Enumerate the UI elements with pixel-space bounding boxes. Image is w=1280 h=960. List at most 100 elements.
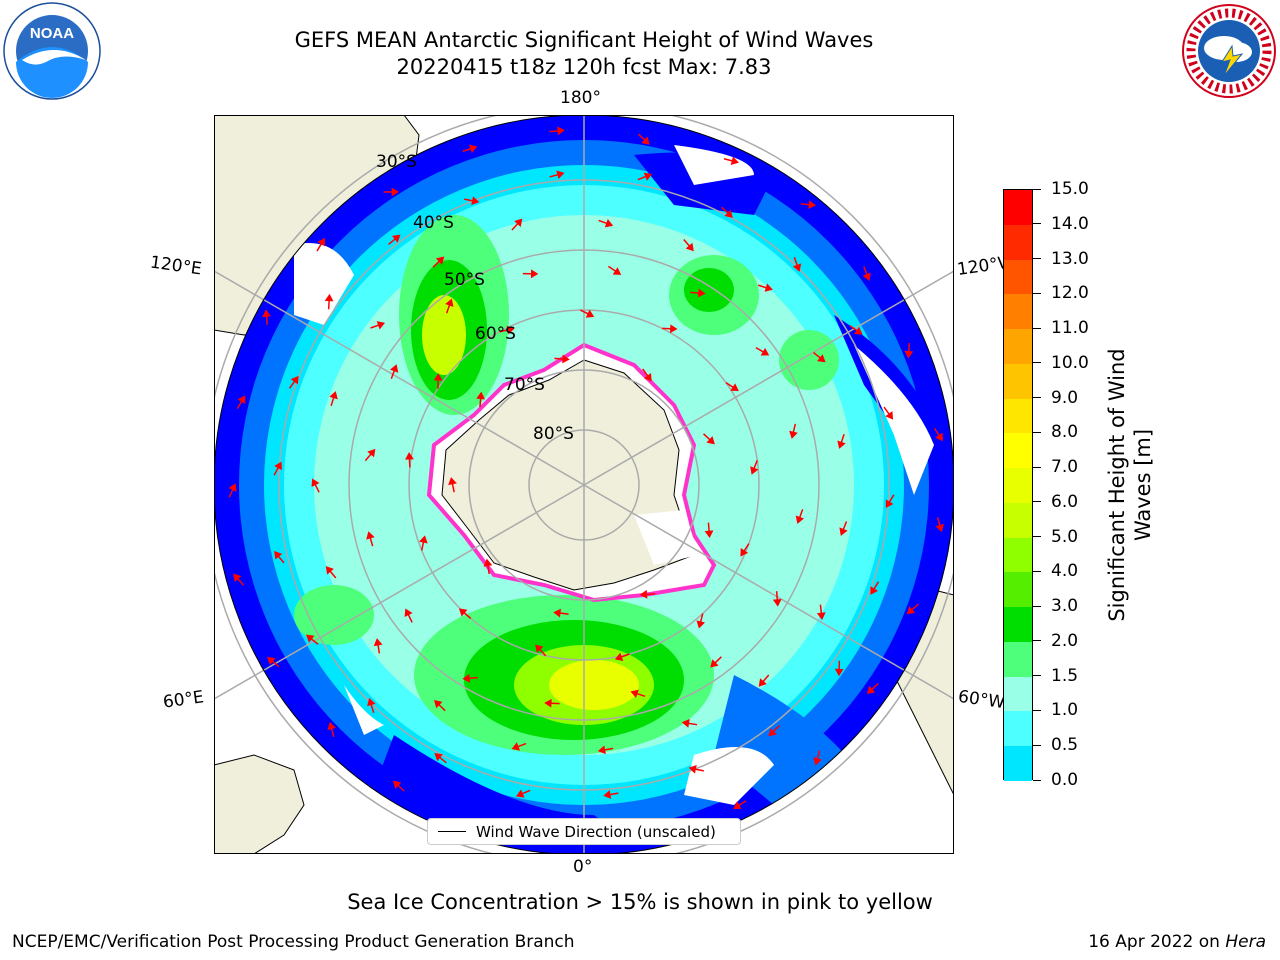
wave-arrow-head — [290, 375, 299, 385]
wave-arrow-head — [404, 608, 413, 618]
colorbar-tick-label: 7.0 — [1033, 459, 1078, 476]
colorbar-segment — [1004, 329, 1032, 365]
wave-arrow-head — [862, 272, 871, 281]
wave-arrow-head — [630, 689, 639, 698]
wave-arrow-head — [816, 612, 826, 621]
wave-arrow-head — [758, 678, 767, 687]
lat-label-80s: 80°S — [533, 424, 574, 444]
wave-arrow-head — [262, 309, 271, 318]
lon-label-120e: 120°E — [148, 252, 203, 280]
colorbar-tick-label: 2.0 — [1033, 632, 1078, 650]
legend-line-icon — [438, 831, 466, 832]
wave-arrow-head — [557, 126, 565, 136]
wave-direction-arrows — [228, 126, 945, 845]
footer-credit: NCEP/EMC/Verification Post Processing Pr… — [12, 932, 575, 952]
chart-subtitle: 20220415 t18z 120h fcst Max: 7.83 — [396, 55, 772, 79]
wave-arrow-head — [448, 477, 457, 486]
wave-arrow-head — [935, 523, 945, 533]
wave-arrow-head — [556, 170, 565, 180]
wave-arrow-head — [373, 638, 383, 647]
map-panel — [214, 115, 954, 854]
wave-arrow-head — [904, 350, 914, 359]
colorbar-tick-label: 10.0 — [1033, 354, 1089, 372]
wave-arrow-head — [643, 172, 653, 181]
colorbar-segment — [1004, 363, 1032, 400]
wave-arrow-head — [935, 432, 943, 442]
wave-arrow-head — [681, 719, 690, 728]
colorbar-tick-label: 9.0 — [1033, 389, 1078, 407]
wave-arrow-head — [870, 586, 879, 595]
wave-arrow-head — [267, 656, 276, 665]
colorbar-segment — [1004, 294, 1032, 330]
wave-arrow-head — [405, 452, 414, 460]
wave-arrow-head — [866, 685, 876, 695]
noaa-logo: NOAA — [2, 2, 102, 100]
graticule — [214, 115, 954, 854]
wave-arrow-head — [885, 411, 894, 420]
colorbar-tick-label: 8.0 — [1033, 424, 1078, 441]
wave-arrow-head — [730, 156, 739, 166]
wave-arrow-head — [434, 699, 443, 709]
wave-arrow-head — [544, 698, 552, 708]
wave-arrow-head — [274, 550, 283, 560]
wave-arrow-head — [483, 558, 493, 567]
wave-arrow-head — [458, 608, 468, 617]
wave-arrow-head — [808, 200, 817, 210]
colorbar-segment — [1004, 607, 1032, 643]
wave-arrow-head — [535, 644, 544, 653]
wave-arrow-head — [603, 790, 612, 799]
wave-arrow-head — [597, 745, 606, 755]
wave-arrow-head — [419, 535, 428, 544]
wave-arrow-head — [817, 354, 826, 363]
wave-arrow-head — [685, 242, 694, 252]
wave-arrow-head — [906, 606, 916, 615]
wave-arrow-head — [392, 234, 401, 243]
wave-arrow-head — [476, 391, 486, 400]
lat-label-30s: 30°S — [376, 152, 417, 172]
colorbar-segment — [1004, 433, 1032, 469]
wave-arrow-head — [854, 326, 863, 335]
wave-arrow-head — [688, 764, 697, 774]
wave-arrow-head — [839, 527, 848, 536]
wave-arrow-head — [366, 531, 375, 540]
lon-label-0: 0° — [573, 857, 593, 877]
wave-arrow-head — [750, 466, 759, 475]
wave-arrow-head — [553, 608, 562, 618]
wave-arrow-head — [704, 530, 714, 539]
lon-label-180: 180° — [560, 88, 601, 108]
wave-arrow-head — [233, 573, 242, 582]
colorbar-label-line2: Waves [m] — [1131, 428, 1155, 542]
colorbar-tick-label: 14.0 — [1033, 215, 1089, 233]
wave-arrow-head — [730, 383, 739, 392]
wave-arrow-head — [435, 256, 445, 265]
wave-arrow-head — [317, 237, 325, 247]
sea-ice-note-text: Sea Ice Concentration > 15% is shown in … — [347, 890, 933, 914]
colorbar-tick-label: 13.0 — [1033, 250, 1089, 268]
wave-arrow-head — [795, 515, 805, 524]
wave-arrow-head — [760, 347, 770, 356]
lat-label-70s: 70°S — [504, 375, 545, 395]
wave-arrow-head — [585, 309, 595, 318]
wave-arrow-head — [772, 598, 782, 607]
wave-arrow-head — [325, 566, 334, 575]
wave-arrow-head — [837, 440, 846, 449]
wave-arrow-head — [433, 373, 443, 381]
colorbar-segment — [1004, 641, 1032, 678]
colorbar-segment — [1004, 398, 1032, 434]
wave-arrow-head — [274, 461, 282, 471]
wave-arrow-head — [514, 218, 523, 227]
wave-arrow-head — [228, 483, 237, 492]
wave-arrow-head — [376, 321, 386, 330]
wave-arrow-head — [792, 263, 802, 272]
colorbar-segment — [1004, 676, 1032, 712]
colorbar-tick-label: 15.0 — [1033, 181, 1089, 198]
wave-arrow-head — [367, 448, 376, 458]
colorbar-tick-label: 4.0 — [1033, 563, 1078, 580]
wave-arrow-head — [706, 436, 715, 445]
colorbar — [1003, 189, 1033, 782]
wave-arrow-head — [670, 324, 678, 334]
footer-date-text: 16 Apr 2022 on — [1088, 932, 1226, 952]
wave-arrow-head — [740, 548, 749, 557]
colorbar-tick-label: 1.5 — [1033, 667, 1078, 685]
colorbar-label-line1: Significant Height of Wind — [1105, 348, 1129, 622]
